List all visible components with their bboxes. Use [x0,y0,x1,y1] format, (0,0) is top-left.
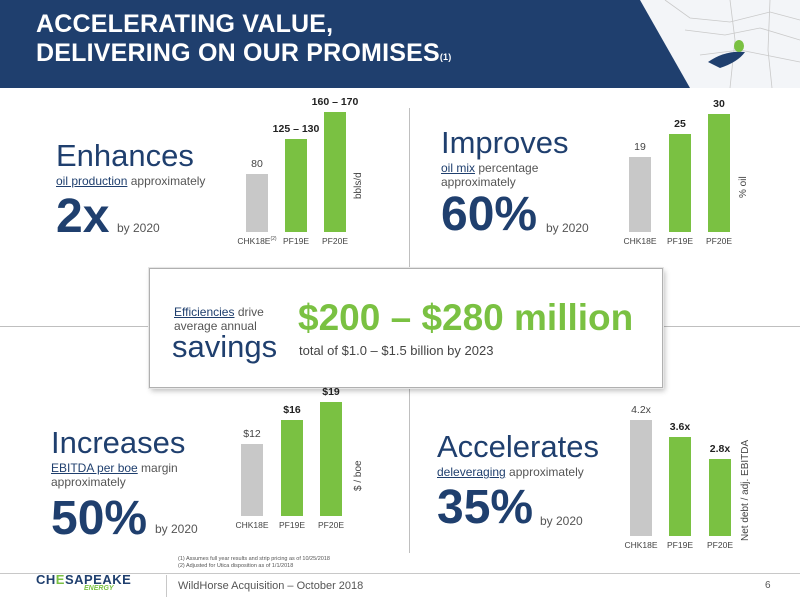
savings-callout-box: Efficiencies drive average annual savings… [149,268,663,388]
divider-vertical-bottom [409,388,410,553]
q1-value-label-2: 125 – 130 [272,122,320,135]
q4-bar-pf20e [709,458,731,536]
q2-category-label-3: PF20E [706,236,732,246]
q2-value-label-1: 19 [634,141,646,154]
q4-bar-pf19e [669,436,691,536]
q3-by-year: by 2020 [155,522,198,536]
q4-value-label-1: 4.2x [631,404,651,417]
callout-savings-word: savings [172,329,278,364]
q1-category-note: (2) [270,236,277,243]
q1-metric-link: oil production [56,174,128,188]
q2-heading: Improves [441,125,569,160]
q3-big-number: 50% [51,492,148,545]
q1-unit-label: bbls/d [353,172,364,199]
q3-category-label-2: PF19E [279,520,305,530]
q1-value-label-3: 160 – 170 [311,95,359,108]
footnote-1: (1) Assumes full year results and strip … [178,556,330,562]
divider-vertical-top [409,108,410,268]
title-line-1: ACCELERATING VALUE, [36,10,334,38]
q2-by-year: by 2020 [546,221,589,235]
q1-category-label-1: CHK18E(2) [237,236,277,246]
q4-category-label-2: PF19E [667,540,693,550]
q4-value-label-3: 2.8x [709,442,731,455]
q4-unit-label: Net debt / adj. EBITDA [740,439,751,541]
page-number: 6 [765,580,771,591]
q4-heading: Accelerates [437,429,599,464]
q2-category-label-1: CHK18E [623,236,657,246]
q3-metric-link: EBITDA per boe [51,461,138,475]
q1-bar-chart: 80 CHK18E(2) 125 – 130 PF19E 160 – 170 PF20E [234,90,364,248]
q3-value-label-1: $12 [243,428,261,440]
divider-horizontal-right [663,326,800,327]
efficiencies-link: Efficiencies [174,305,235,319]
q1-category-label-2: PF19E [283,236,309,246]
q3-bar-chk18e [241,444,263,516]
q1-bar-pf20e [324,111,346,232]
q2-bar-chart: 19 CHK18E 25 PF19E 30 PF20E [616,90,746,248]
q2-value-label-3: 30 [713,98,725,111]
q2-metric: oil mix percentage approximately [441,161,539,189]
q2-metric-link: oil mix [441,161,476,175]
callout-total: total of $1.0 – $1.5 billion by 2023 [299,343,494,358]
q4-bar-chart: 4.2x CHK18E 3.6x PF19E 2.8x PF20E [615,396,745,550]
texas-map-graphic [640,0,800,88]
q1-bar-pf19e [285,138,307,232]
callout-amount: $200 – $280 million [298,297,634,338]
q3-unit-label: $ / boe [353,460,364,491]
q3-value-label-2: $16 [283,404,301,416]
q2-bar-pf19e [669,133,691,232]
q2-unit-label: % oil [738,176,749,198]
q4-big-number: 35% [437,481,534,534]
footer-rule [0,573,800,574]
q1-category-label-3: PF20E [322,236,348,246]
divider-horizontal-left [0,326,149,327]
callout-efficiencies-text: Efficiencies drive average annual [174,305,264,333]
header-banner: ACCELERATING VALUE, DELIVERING ON OUR PR… [0,0,800,88]
q1-by-year: by 2020 [117,221,160,235]
q4-value-label-2: 3.6x [669,420,691,433]
q3-category-label-1: CHK18E [235,520,269,530]
q1-bar-chk18e [246,173,268,232]
q4-metric: deleveraging approximately [437,465,584,479]
q1-big-number: 2x [56,190,110,243]
q4-bar-chk18e [630,420,652,536]
q3-category-label-3: PF20E [318,520,344,530]
q3-heading: Increases [51,425,186,460]
footnote-2: (2) Adjusted for Utica disposition as of… [178,563,294,569]
slide-title: ACCELERATING VALUE, DELIVERING ON OUR PR… [36,10,451,68]
q2-category-label-2: PF19E [667,236,693,246]
q3-bar-chart: $12 CHK18E $16 PF19E $19 PF20E [229,376,359,532]
q2-bar-pf20e [708,114,730,232]
title-line-2: DELIVERING ON OUR PROMISES [36,39,440,67]
q4-by-year: by 2020 [540,514,583,528]
footer-separator [166,575,167,597]
q3-bar-pf20e [320,402,342,516]
q1-heading: Enhances [56,138,194,173]
q4-metric-link: deleveraging [437,465,506,479]
chesapeake-logo: CHESAPEAKE ENERGY [36,572,132,592]
q3-metric: EBITDA per boe margin approximately [51,461,178,489]
q2-big-number: 60% [441,188,538,241]
q3-value-label-3: $19 [322,386,340,398]
q2-bar-chk18e [629,157,651,232]
q1-value-label-1: 80 [251,157,263,170]
title-footnote-mark: (1) [439,52,452,62]
q2-value-label-2: 25 [674,117,686,130]
footnotes: (1) Assumes full year results and strip … [178,556,330,570]
q4-category-label-3: PF20E [707,540,733,550]
q3-bar-pf19e [281,420,303,516]
q1-metric: oil production approximately [56,174,206,188]
q4-category-label-1: CHK18E [624,540,658,550]
footer-text: WildHorse Acquisition – October 2018 [178,580,364,592]
